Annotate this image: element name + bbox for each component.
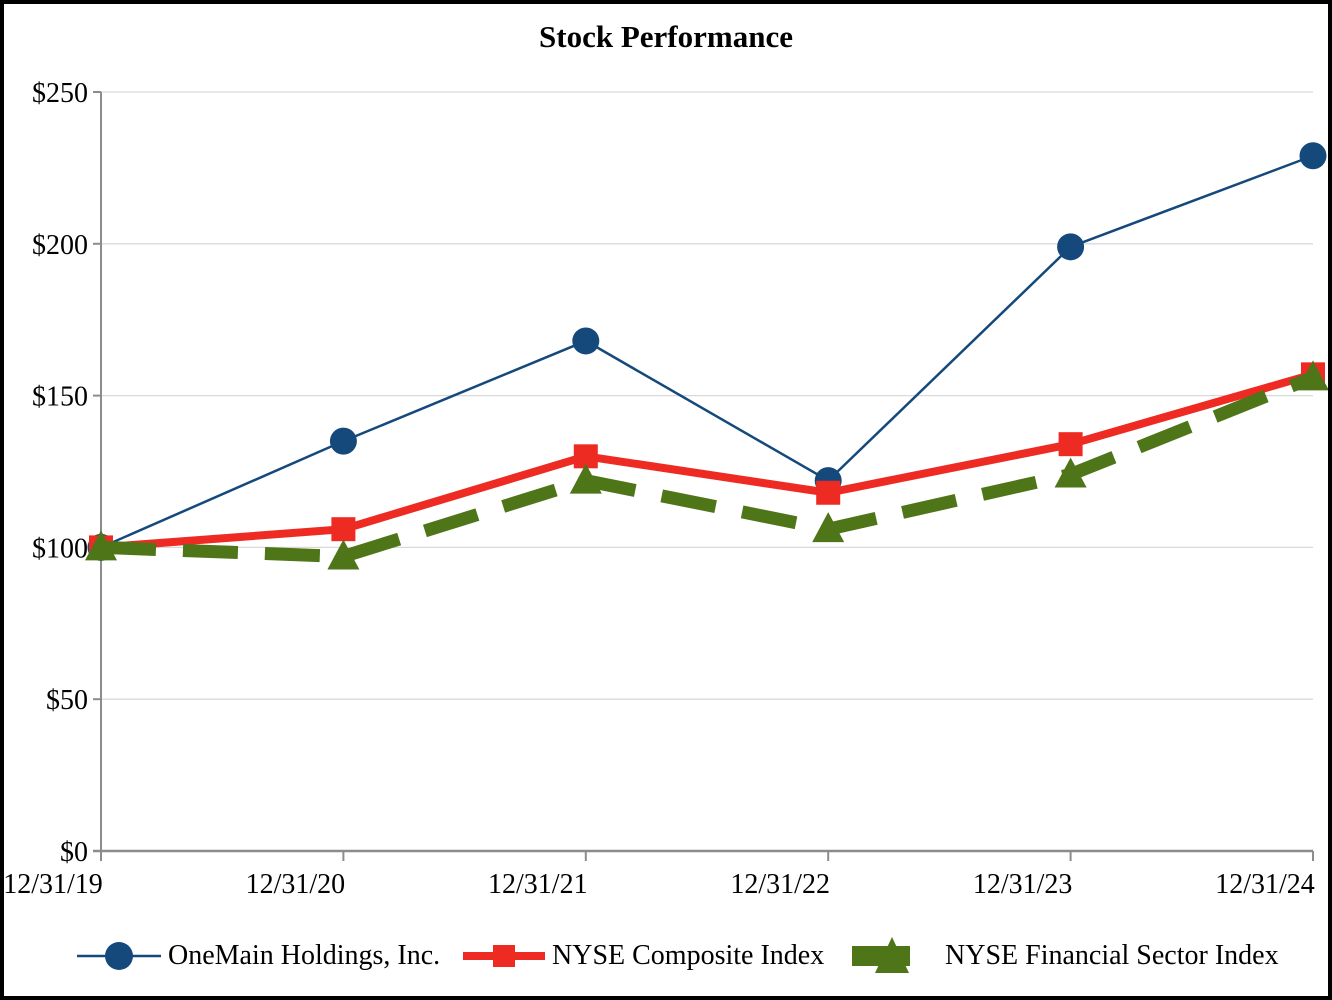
y-axis-label: $200 [32,230,88,261]
legend-item-onemain: OneMain Holdings, Inc. [77,932,440,980]
data-point-onemain-holdings-inc [1299,142,1327,170]
data-point-nyse-composite-index [1058,432,1083,457]
data-point-nyse-composite-index [331,517,356,542]
x-axis-label: 12/31/24 [1215,869,1315,900]
data-series [85,142,1328,570]
legend-triangle-marker [875,937,909,973]
legend-label-onemain: OneMain Holdings, Inc. [168,940,441,971]
y-axis-label: $100 [32,533,88,564]
series-line-nyse-composite-index [100,370,1315,552]
data-point-nyse-financial-sector-index [85,530,117,561]
stock-performance-chart: $0$50$100$150$200$250 12/31/19 12/31/20 12… [4,78,1328,900]
circle-marker-icon [77,942,161,970]
legend-item-nyse-financial: NYSE Financial Sector Index [852,932,1279,980]
square-marker-icon [463,945,545,967]
gridlines [101,91,1313,700]
y-axis-label: $0 [60,837,88,868]
y-axis-label: $50 [46,685,88,716]
x-axis-label: 12/31/19 [4,869,103,900]
legend-square-marker [493,945,515,967]
chart-title: Stock Performance [539,19,793,54]
series-line-onemain-holdings-inc [100,154,1314,549]
legend-circle-marker [105,942,133,970]
data-point-onemain-holdings-inc [1057,233,1085,261]
data-point-nyse-composite-index [816,480,841,505]
data-point-nyse-financial-sector-index [569,463,602,494]
legend-item-nyse-composite: NYSE Composite Index [463,932,824,980]
legend-label-nyse-composite: NYSE Composite Index [552,940,825,971]
series-line-nyse-financial-sector-index [100,371,1316,564]
y-axis-labels: $0 $50 $100 $150 $200 $250 [32,78,88,868]
axes [93,91,1314,861]
x-axis-label: 12/31/20 [246,869,346,900]
x-axis-labels: 12/31/19 12/31/20 12/31/21 12/31/22 12/31/23… [4,869,1315,900]
data-point-nyse-financial-sector-index [1297,360,1328,391]
data-point-nyse-financial-sector-index [812,512,845,543]
x-axis-label: 12/31/23 [973,869,1073,900]
triangle-marker-icon [852,937,910,973]
legend-label-nyse-financial: NYSE Financial Sector Index [945,940,1279,971]
data-point-onemain-holdings-inc [572,327,600,355]
data-point-nyse-financial-sector-index [327,539,360,570]
data-point-onemain-holdings-inc [329,427,357,455]
data-point-nyse-financial-sector-index [1054,457,1087,488]
x-axis-label: 12/31/22 [730,869,830,900]
y-axis-label: $250 [32,78,88,109]
y-axis-label: $150 [32,382,88,413]
x-axis-label: 12/31/21 [488,869,588,900]
